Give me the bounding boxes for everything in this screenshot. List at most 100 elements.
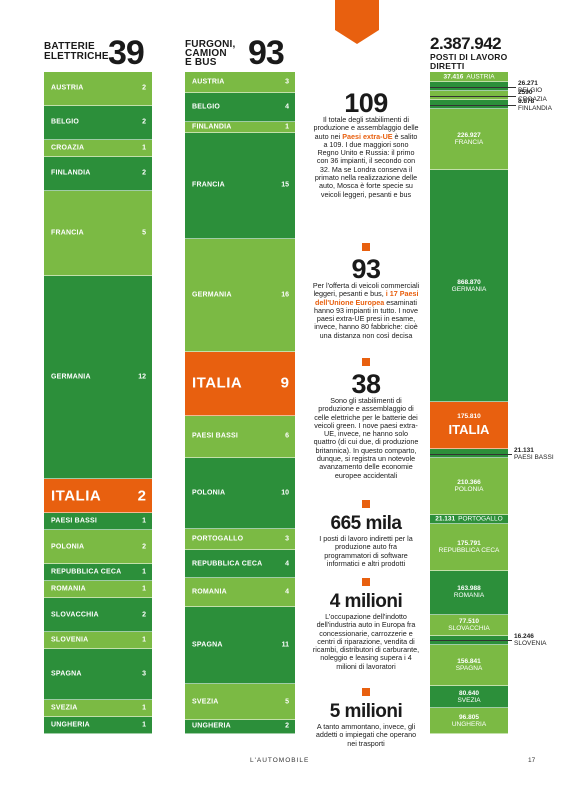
bar-label: ITALIA (192, 374, 243, 392)
bar-label: REPUBBLICA CECA (51, 568, 122, 576)
bar-label: BELGIO (192, 103, 221, 111)
bar-value: 2 (285, 722, 289, 730)
orange-square-marker (362, 500, 370, 508)
bar-value: 3 (285, 78, 289, 86)
bar-value: 6 (285, 432, 289, 440)
bar-value: 12 (138, 373, 146, 381)
bar-value: 2 (142, 169, 146, 177)
callout-slovenia: 16.246 SLOVENIA (514, 633, 547, 647)
batterie-bar-ungheria: UNGHERIA 1 (44, 717, 152, 734)
batterie-bar-croazia: CROAZIA 1 (44, 139, 152, 157)
posti-bar-slovacchia: 77.510 SLOVACCHIA (430, 614, 508, 636)
bar-value: 2 (142, 118, 146, 126)
posti-bar-francia: 226.927 FRANCIA (430, 109, 508, 170)
footer-page-number: 17 (528, 757, 536, 764)
callout-label: BELGIO (518, 86, 543, 94)
bar-label: ROMANIA (453, 592, 485, 600)
bar-value: 1 (285, 123, 289, 131)
bar-value: 9 (280, 374, 289, 392)
furgoni-header: FURGONI, CAMION E BUS 93 (185, 36, 295, 74)
bar-value: 96.805 (459, 713, 479, 721)
callout-label: FINLANDIA (518, 104, 552, 112)
batterie-bar-repubblica-ceca: REPUBBLICA CECA 1 (44, 564, 152, 582)
bar-value: 226.927 (457, 131, 481, 139)
bar-label: FRANCIA (192, 181, 225, 189)
posti-bar-text: 868.870 GERMANIA (430, 279, 508, 293)
bar-label: BELGIO (51, 118, 80, 126)
batterie-bar-polonia: POLONIA 2 (44, 530, 152, 565)
bar-value: 1 (142, 585, 146, 593)
posti-bar-text: 80.640 SVEZIA (430, 690, 508, 704)
callout-line (430, 453, 512, 455)
furgoni-bar-italia: ITALIA 9 (185, 351, 295, 416)
bar-label: POLONIA (51, 543, 85, 551)
posti-bar-ungheria: 96.805 UNGHERIA (430, 708, 508, 734)
posti-bar-text: 21.131 PORTOGALLO (430, 515, 508, 522)
bar-value: 163.988 (457, 585, 481, 593)
fact-text-part: A tanto ammontano, invece, gli addetti o… (315, 722, 417, 748)
furgoni-bar-spagna: SPAGNA 11 (185, 606, 295, 685)
fact-text-part: Il totale degli stabilimenti di produzio… (313, 115, 419, 141)
fact-highlight: i 17 Paesi dell'Unione Europea (315, 289, 419, 307)
batterie-title-2: ELETTRICHE (44, 51, 109, 62)
bar-label: SLOVENIA (51, 636, 89, 644)
bar-label: CROAZIA (51, 144, 85, 152)
bar-label: SVEZIA (51, 704, 78, 712)
orange-ribbon (335, 0, 379, 30)
fact-text: Il totale degli stabilimenti di produzio… (312, 115, 420, 199)
batterie-bar-column: AUSTRIA 2 BELGIO 2 CROAZIA 1 FINLANDIA 2 FRANCIA… (44, 72, 152, 734)
orange-ribbon-tip (335, 30, 379, 44)
bar-label: SPAGNA (51, 670, 82, 678)
fact-block-2: 93 Per l'offerta di veicoli commerciali l… (312, 238, 420, 340)
bar-value: 1 (142, 568, 146, 576)
furgoni-bar-polonia: POLONIA 10 (185, 458, 295, 529)
furgoni-bar-paesi-bassi: PAESI BASSI 6 (185, 415, 295, 459)
bar-label: POLONIA (454, 486, 484, 494)
bar-value: 5 (142, 229, 146, 237)
fact-text: A tanto ammontano, invece, gli addetti o… (312, 722, 420, 748)
bar-value: 5 (285, 698, 289, 706)
fact-text-part: Sono gli stabilimenti di produzione e as… (313, 396, 419, 480)
bar-label: SVEZIA (457, 696, 481, 704)
fact-text: I posti di lavoro indiretti per la produ… (312, 534, 420, 568)
bar-value: 175.810 (457, 413, 481, 421)
batterie-bar-francia: FRANCIA 5 (44, 190, 152, 276)
bar-value: 1 (142, 517, 146, 525)
fact-block-1: 109 Il totale degli stabilimenti di produ… (312, 90, 420, 199)
bar-value: 3 (142, 670, 146, 678)
footer-publication: L'AUTOMOBILE (250, 757, 310, 764)
bar-label: UNGHERIA (451, 720, 487, 728)
furgoni-title-1: FURGONI, (185, 39, 236, 50)
fact-block-3: 38 Sono gli stabilimenti di produzione e … (312, 353, 420, 480)
posti-bar-text: 210.366 POLONIA (430, 479, 508, 493)
bar-value: 4 (285, 560, 289, 568)
fact-number: 4 milioni (329, 591, 403, 612)
posti-bar-column: 37.416 AUSTRIA 226.927 FRANCIA 868.870 GERMAN… (430, 72, 508, 734)
batterie-bar-finlandia: FINLANDIA 2 (44, 156, 152, 191)
callout-value: 26.271 (518, 79, 538, 87)
batterie-bar-slovacchia: SLOVACCHIA 2 (44, 598, 152, 633)
bar-label: GERMANIA (451, 285, 487, 293)
bar-label: UNGHERIA (51, 721, 90, 729)
batterie-bar-paesi-bassi: PAESI BASSI 1 (44, 513, 152, 531)
bar-value: 4 (285, 588, 289, 596)
fact-text-part: L'occupazione dell'indotto dell'industri… (312, 612, 420, 671)
bar-value: 16 (281, 291, 289, 299)
batterie-bar-belgio: BELGIO 2 (44, 105, 152, 140)
batterie-title-1: BATTERIE (44, 41, 95, 52)
bar-label: SLOVACCHIA (448, 624, 490, 632)
fact-text: Per l'offerta di veicoli commerciali leg… (312, 281, 420, 340)
furgoni-bar-repubblica-ceca: REPUBBLICA CECA 4 (185, 550, 295, 579)
posti-bar-text: 175.791 REPUBBLICA CECA (430, 540, 508, 554)
fact-block-4: 665 mila I posti di lavoro indiretti per … (312, 495, 420, 568)
fact-number: 665 mila (330, 513, 403, 534)
callout-value: 21.131 (514, 446, 534, 454)
callout-line (430, 640, 512, 641)
callout-line (430, 95, 516, 97)
furgoni-bar-finlandia: FINLANDIA 1 (185, 121, 295, 133)
furgoni-bar-portogallo: PORTOGALLO 3 (185, 528, 295, 550)
callout-label: CROAZIA (518, 95, 547, 103)
bar-label: AUSTRIA (51, 84, 84, 92)
bar-value: 10 (281, 489, 289, 497)
bar-label: FINLANDIA (51, 169, 91, 177)
